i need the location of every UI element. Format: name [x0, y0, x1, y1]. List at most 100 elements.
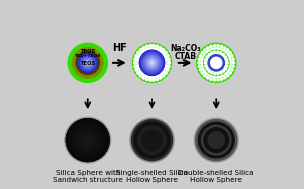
Circle shape — [68, 121, 107, 159]
Circle shape — [70, 122, 105, 158]
Circle shape — [80, 132, 95, 148]
Circle shape — [206, 47, 209, 49]
Circle shape — [142, 53, 162, 73]
Circle shape — [79, 54, 96, 71]
Circle shape — [149, 60, 155, 66]
Circle shape — [68, 120, 108, 160]
Circle shape — [226, 59, 228, 61]
Circle shape — [71, 123, 105, 157]
Circle shape — [81, 56, 95, 70]
Circle shape — [82, 57, 94, 69]
Circle shape — [147, 58, 157, 68]
Circle shape — [73, 125, 103, 155]
Circle shape — [231, 55, 233, 57]
Circle shape — [220, 72, 222, 74]
Circle shape — [147, 57, 157, 68]
Circle shape — [81, 134, 94, 146]
Circle shape — [80, 55, 96, 71]
Circle shape — [85, 60, 90, 65]
Circle shape — [86, 61, 89, 64]
Circle shape — [142, 53, 162, 73]
Circle shape — [232, 65, 234, 67]
Circle shape — [133, 62, 136, 64]
Circle shape — [79, 54, 97, 72]
Circle shape — [199, 122, 234, 158]
Circle shape — [142, 53, 162, 73]
Circle shape — [84, 136, 92, 144]
Circle shape — [149, 60, 155, 66]
Circle shape — [83, 58, 93, 68]
Circle shape — [213, 79, 216, 81]
Circle shape — [208, 55, 224, 71]
Circle shape — [229, 52, 231, 54]
Circle shape — [168, 65, 170, 68]
Circle shape — [78, 130, 98, 150]
Circle shape — [149, 44, 151, 47]
Text: HF: HF — [112, 43, 127, 53]
Circle shape — [146, 57, 158, 69]
Circle shape — [151, 62, 153, 64]
Circle shape — [196, 120, 237, 161]
Circle shape — [211, 72, 212, 74]
Circle shape — [146, 57, 158, 69]
Circle shape — [197, 43, 236, 82]
Circle shape — [142, 76, 145, 79]
Circle shape — [137, 51, 140, 54]
Circle shape — [82, 57, 94, 69]
Circle shape — [199, 58, 201, 60]
Circle shape — [217, 79, 219, 81]
Circle shape — [149, 60, 155, 66]
Circle shape — [199, 65, 201, 67]
Circle shape — [80, 55, 96, 71]
Circle shape — [79, 132, 96, 149]
Circle shape — [217, 51, 219, 53]
Circle shape — [153, 79, 155, 81]
Circle shape — [140, 51, 164, 75]
Circle shape — [86, 61, 90, 65]
Circle shape — [211, 52, 212, 54]
Circle shape — [208, 54, 210, 56]
Circle shape — [72, 48, 103, 78]
Circle shape — [83, 58, 92, 67]
Circle shape — [86, 61, 89, 64]
Circle shape — [151, 62, 153, 64]
Circle shape — [87, 62, 89, 64]
Circle shape — [151, 62, 153, 64]
Circle shape — [76, 129, 99, 152]
Circle shape — [231, 69, 233, 71]
Circle shape — [139, 50, 165, 75]
Circle shape — [166, 68, 169, 71]
Circle shape — [143, 53, 161, 72]
Text: TEOS: TEOS — [80, 61, 95, 66]
Circle shape — [150, 60, 154, 65]
Circle shape — [147, 58, 157, 67]
Circle shape — [204, 50, 229, 75]
Circle shape — [140, 50, 164, 75]
Circle shape — [194, 118, 238, 162]
Circle shape — [164, 72, 167, 74]
Circle shape — [87, 62, 88, 63]
Circle shape — [85, 60, 91, 66]
Circle shape — [141, 52, 163, 74]
Circle shape — [166, 55, 169, 57]
Circle shape — [86, 138, 90, 142]
Circle shape — [87, 62, 89, 64]
Circle shape — [204, 128, 229, 152]
Circle shape — [226, 49, 229, 51]
Circle shape — [67, 119, 109, 161]
Circle shape — [135, 55, 138, 57]
Circle shape — [220, 52, 222, 54]
Circle shape — [206, 77, 209, 79]
Circle shape — [140, 51, 164, 75]
Circle shape — [147, 58, 157, 67]
Circle shape — [145, 56, 159, 70]
Circle shape — [146, 57, 158, 69]
Circle shape — [80, 55, 95, 71]
Circle shape — [83, 58, 92, 67]
Circle shape — [206, 56, 208, 58]
Circle shape — [146, 57, 158, 69]
Circle shape — [66, 119, 109, 162]
Circle shape — [149, 60, 155, 66]
Circle shape — [201, 52, 203, 54]
Circle shape — [225, 56, 226, 58]
